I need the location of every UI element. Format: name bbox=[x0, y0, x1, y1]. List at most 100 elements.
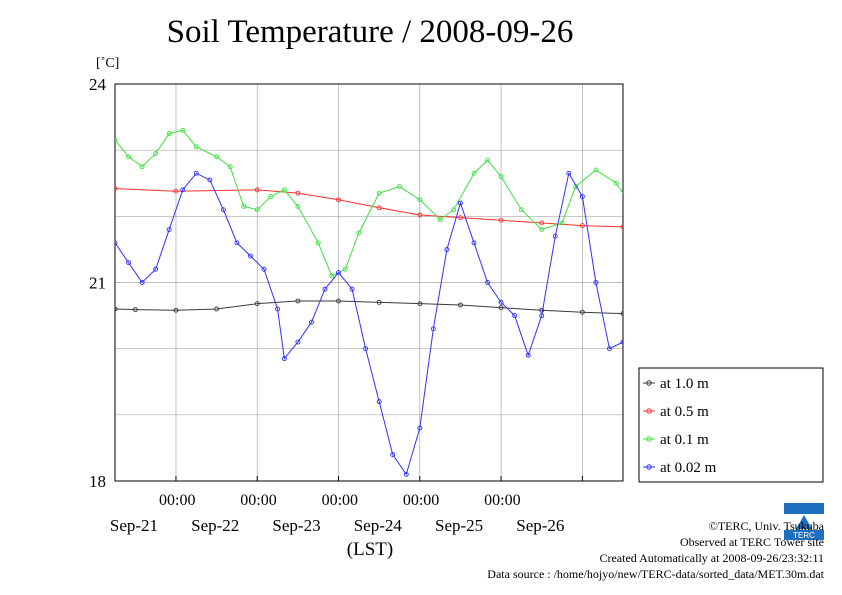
data-point bbox=[126, 154, 131, 160]
data-point bbox=[539, 220, 545, 226]
data-point bbox=[525, 352, 531, 358]
data-point bbox=[390, 452, 396, 457]
data-point bbox=[811, 201, 815, 205]
plot-frame bbox=[114, 83, 624, 482]
legend-swatch-marker bbox=[646, 464, 652, 470]
data-point bbox=[363, 346, 369, 352]
logo-tile-top bbox=[784, 503, 824, 514]
data-point bbox=[635, 211, 639, 215]
data-point bbox=[824, 221, 828, 225]
data-point bbox=[485, 157, 490, 163]
y-tick-label: 21 bbox=[89, 274, 106, 293]
legend-swatch-marker bbox=[646, 436, 652, 442]
series-layer bbox=[115, 127, 828, 477]
logo-text: TERC bbox=[793, 531, 815, 540]
data-point bbox=[248, 253, 253, 259]
data-point bbox=[797, 221, 801, 225]
data-point bbox=[193, 170, 199, 176]
data-point bbox=[498, 217, 504, 223]
data-point bbox=[451, 207, 457, 213]
data-point bbox=[662, 287, 666, 291]
data-point bbox=[485, 280, 490, 285]
data-point bbox=[153, 151, 159, 156]
data-point bbox=[139, 280, 145, 285]
data-point bbox=[512, 313, 518, 319]
data-point bbox=[322, 286, 328, 292]
data-point bbox=[376, 399, 382, 405]
y-tick-label: 18 bbox=[89, 472, 106, 491]
data-point bbox=[471, 240, 477, 246]
legend-swatch-marker bbox=[646, 408, 652, 414]
data-point bbox=[180, 187, 186, 193]
legend-label: at 1.0 m bbox=[660, 376, 709, 392]
x-date-label: Sep-23 bbox=[272, 516, 320, 535]
x-time-label: 00:00 bbox=[240, 492, 276, 509]
series-at-0-02-m bbox=[115, 170, 828, 477]
data-point bbox=[716, 254, 720, 258]
data-point bbox=[620, 339, 623, 345]
data-point bbox=[702, 201, 706, 205]
data-point bbox=[430, 326, 436, 332]
created-text: Created Automatically at 2008-09-26/23:3… bbox=[599, 551, 824, 565]
data-point bbox=[417, 197, 423, 203]
data-point bbox=[268, 194, 274, 199]
legend-swatch-marker bbox=[646, 380, 652, 386]
chart-title: Soil Temperature / 2008-09-26 bbox=[166, 14, 574, 50]
data-point bbox=[261, 266, 267, 272]
data-point bbox=[336, 270, 341, 276]
data-point bbox=[115, 240, 118, 246]
data-point bbox=[295, 298, 301, 304]
x-time-label: 00:00 bbox=[403, 492, 439, 509]
data-point bbox=[153, 266, 159, 272]
data-point bbox=[770, 327, 774, 331]
x-time-label: 00:00 bbox=[159, 492, 195, 509]
data-point bbox=[349, 286, 355, 292]
data-point bbox=[437, 217, 443, 223]
data-point bbox=[166, 131, 172, 137]
data-point bbox=[417, 212, 423, 218]
logo-tile-bottom bbox=[784, 530, 824, 540]
data-point bbox=[498, 299, 504, 305]
data-point bbox=[457, 302, 463, 308]
data-point bbox=[275, 306, 281, 312]
data-point bbox=[115, 137, 118, 143]
y-axis: 18 21 24 bbox=[89, 75, 107, 491]
terc-logo-icon: TERC bbox=[784, 503, 824, 540]
data-point bbox=[635, 340, 639, 344]
data-point bbox=[254, 187, 260, 193]
data-point bbox=[132, 307, 138, 313]
data-point bbox=[417, 301, 423, 307]
x-date-label: Sep-22 bbox=[191, 516, 239, 535]
y-axis-unit: [˚C] bbox=[96, 56, 120, 71]
data-point bbox=[471, 170, 477, 176]
data-point bbox=[254, 301, 260, 307]
data-point bbox=[115, 186, 118, 191]
observed-text: Observed at TERC Tower site bbox=[679, 535, 824, 549]
data-point bbox=[682, 178, 686, 182]
data-point bbox=[315, 240, 321, 246]
data-point bbox=[743, 320, 747, 324]
data-point bbox=[397, 184, 402, 190]
data-point bbox=[620, 224, 623, 230]
x-time-label: 00:00 bbox=[322, 492, 358, 509]
legend-label: at 0.02 m bbox=[660, 460, 717, 476]
data-point bbox=[620, 311, 623, 317]
x-axis-label: (LST) bbox=[347, 539, 393, 560]
data-point bbox=[498, 305, 504, 311]
data-point bbox=[281, 356, 287, 362]
y-tick-label: 24 bbox=[89, 75, 107, 94]
data-point bbox=[139, 164, 145, 170]
x-date-label: Sep-21 bbox=[110, 516, 158, 535]
data-point bbox=[336, 298, 341, 304]
data-point bbox=[552, 233, 558, 239]
data-point bbox=[376, 299, 382, 305]
x-date-label: Sep-26 bbox=[516, 516, 564, 535]
legend-label: at 0.5 m bbox=[660, 404, 709, 420]
data-point bbox=[498, 174, 504, 180]
data-point bbox=[227, 164, 233, 170]
data-point bbox=[308, 319, 314, 325]
data-point bbox=[566, 170, 572, 176]
data-point bbox=[518, 207, 524, 213]
